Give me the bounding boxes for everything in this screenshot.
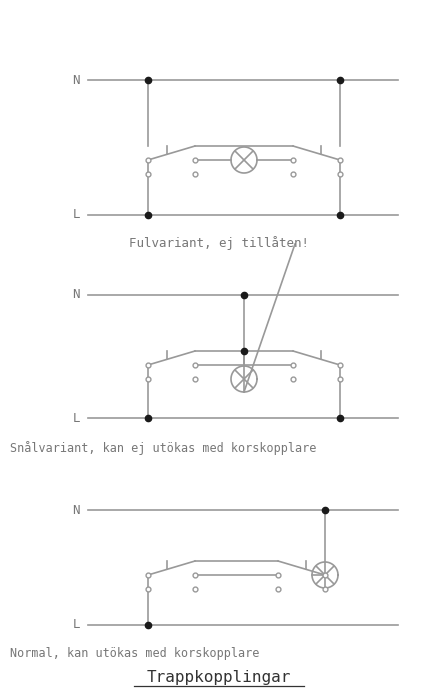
Text: N: N [73,288,80,302]
Text: Trappkopplingar: Trappkopplingar [147,670,291,685]
Text: Normal, kan utökas med korskopplare: Normal, kan utökas med korskopplare [10,647,259,660]
Text: Fulvariant, ej tillåten!: Fulvariant, ej tillåten! [129,236,309,250]
Text: Snålvariant, kan ej utökas med korskopplare: Snålvariant, kan ej utökas med korskoppl… [10,441,316,455]
Text: N: N [73,503,80,517]
Text: L: L [73,619,80,631]
Text: L: L [73,209,80,221]
Text: L: L [73,412,80,424]
Text: N: N [73,74,80,87]
